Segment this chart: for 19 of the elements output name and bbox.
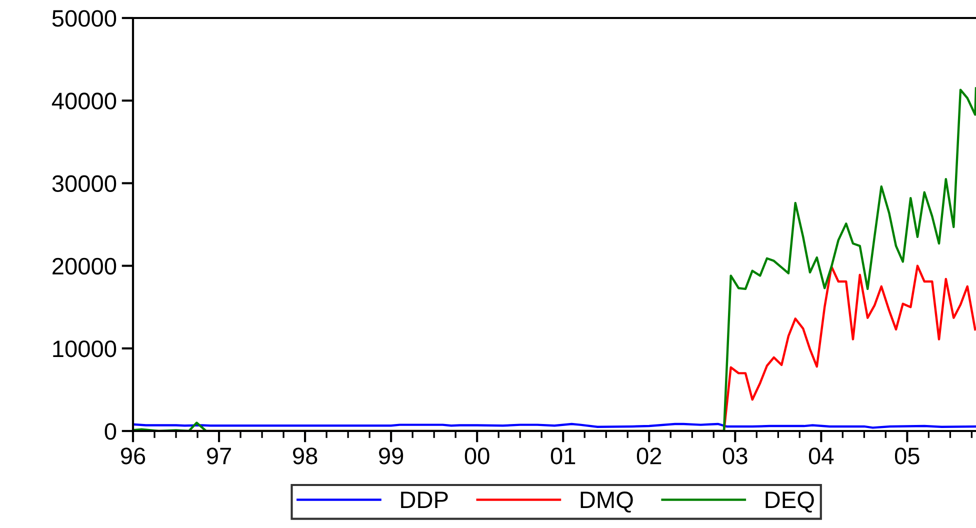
legend-label: DMQ xyxy=(580,492,633,512)
legend-label: DDP xyxy=(401,492,448,508)
y-tick-label: 20000 xyxy=(52,258,116,275)
x-tick-label: 03 xyxy=(722,448,748,464)
x-tick-label: 04 xyxy=(808,448,834,464)
x-tick-label: 05 xyxy=(894,448,920,464)
y-tick-label: 10000 xyxy=(53,340,116,358)
y-tick-label: 30000 xyxy=(52,175,116,192)
legend-label: DEQ xyxy=(766,492,814,512)
x-tick-label: 98 xyxy=(293,448,318,464)
x-tick-label: 99 xyxy=(379,448,404,464)
x-tick-label: 97 xyxy=(206,448,231,464)
y-tick-label: 0 xyxy=(104,423,116,440)
x-tick-label: 02 xyxy=(636,448,662,464)
x-tick-label: 00 xyxy=(464,448,490,464)
x-tick-label: 96 xyxy=(120,448,146,464)
x-tick-label: 01 xyxy=(550,448,576,464)
y-tick-label: 40000 xyxy=(52,92,116,110)
y-tick-label: 50000 xyxy=(52,10,116,27)
